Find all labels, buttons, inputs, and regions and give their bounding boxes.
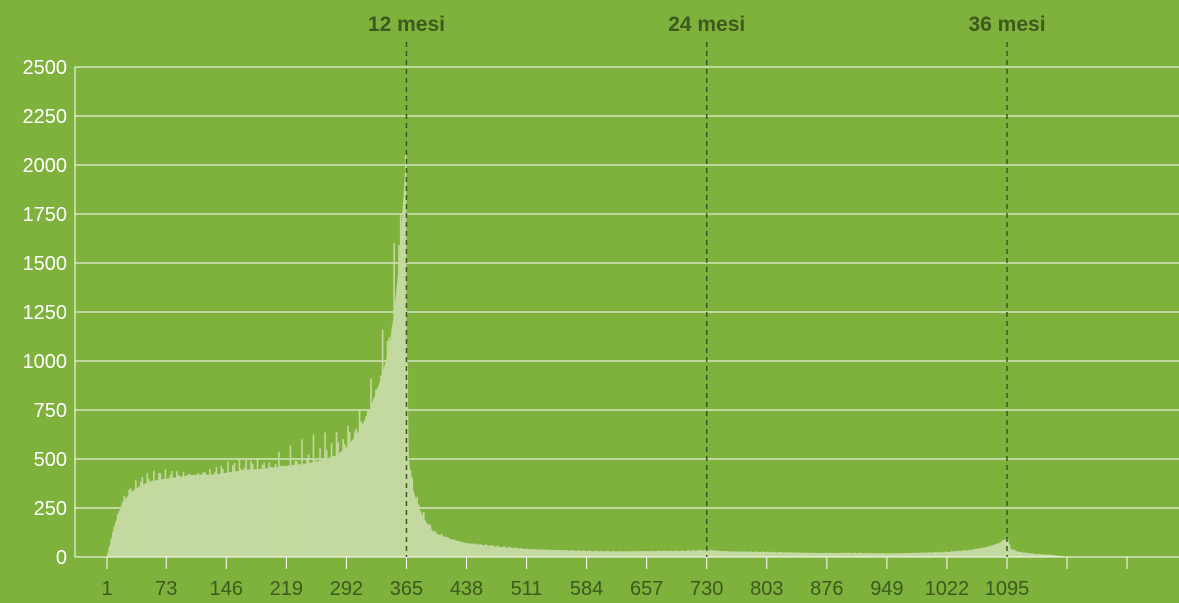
x-tick-label: 365 bbox=[390, 578, 423, 600]
y-tick-label: 1750 bbox=[23, 204, 68, 226]
x-tick-label: 657 bbox=[630, 578, 663, 600]
x-axis: 1 73 146 219 292 365 438 511 584 657 730 803 876 949 1… bbox=[75, 556, 1179, 600]
x-tick-label: 1 bbox=[101, 578, 112, 600]
month-markers: 12 mesi 24 mesi 36 mesi bbox=[368, 13, 1046, 557]
y-axis: 0 250 500 750 1000 1250 1500 1750 2000 2250 2500 bbox=[23, 57, 76, 569]
y-tick-label: 1500 bbox=[23, 253, 68, 275]
y-tick-label: 0 bbox=[56, 547, 67, 569]
x-tick-label: 803 bbox=[750, 578, 783, 600]
y-tick-label: 1250 bbox=[23, 302, 68, 324]
x-tick-label: 1022 bbox=[925, 578, 970, 600]
x-tick-label: 292 bbox=[330, 578, 363, 600]
x-tick-label: 949 bbox=[870, 578, 903, 600]
x-tick-label: 584 bbox=[570, 578, 603, 600]
marker-label: 36 mesi bbox=[968, 13, 1045, 36]
y-tick-label: 500 bbox=[34, 449, 67, 471]
x-tick-label: 146 bbox=[210, 578, 243, 600]
x-tick-label: 73 bbox=[155, 578, 177, 600]
y-tick-label: 2000 bbox=[23, 155, 68, 177]
data-bars bbox=[107, 154, 1067, 557]
y-tick-label: 2250 bbox=[23, 106, 68, 128]
x-tick-label: 1095 bbox=[985, 578, 1030, 600]
y-tick-label: 250 bbox=[34, 498, 67, 520]
x-tick-label: 438 bbox=[450, 578, 483, 600]
marker-label: 24 mesi bbox=[668, 13, 745, 36]
x-tick-label: 219 bbox=[270, 578, 303, 600]
x-tick-label: 730 bbox=[690, 578, 723, 600]
x-tick-label: 876 bbox=[810, 578, 843, 600]
y-tick-label: 1000 bbox=[23, 351, 68, 373]
y-tick-label: 750 bbox=[34, 400, 67, 422]
x-tick-label: 511 bbox=[511, 578, 543, 600]
y-tick-label: 2500 bbox=[23, 57, 68, 79]
marker-label: 12 mesi bbox=[368, 13, 445, 36]
